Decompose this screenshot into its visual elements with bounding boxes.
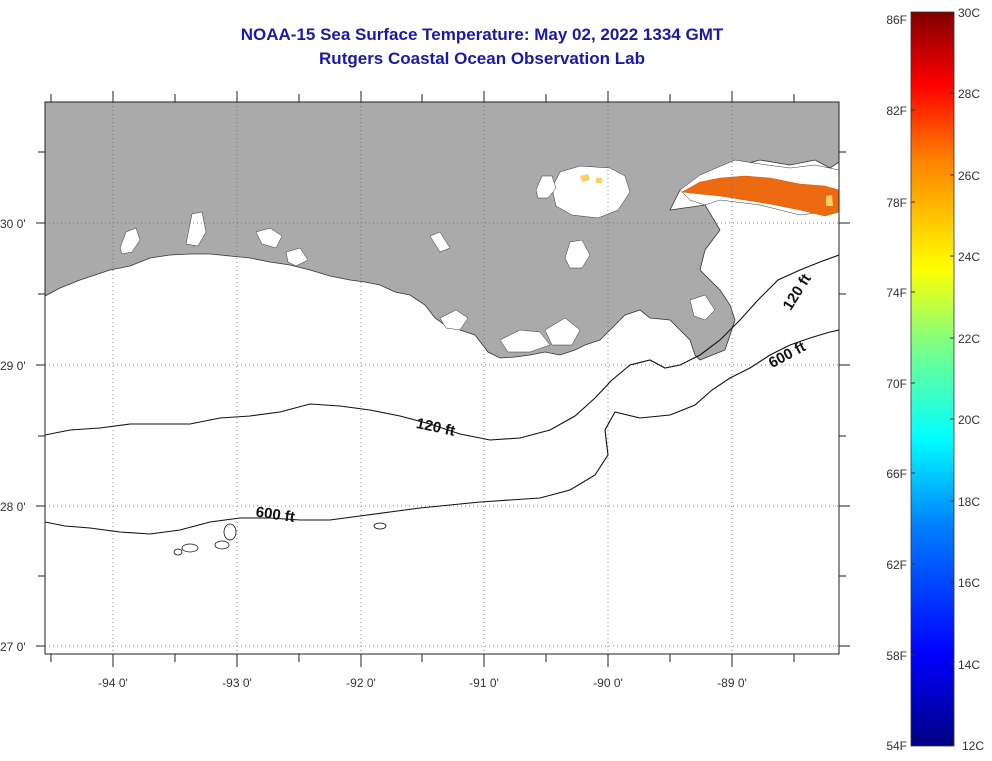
lon-label-93: -93 0' — [222, 676, 252, 690]
land-mass — [45, 102, 839, 361]
isobath-120ft — [45, 254, 839, 441]
cb-c-label-16: 16C — [958, 576, 980, 590]
lat-label-28: 28 0' — [0, 500, 26, 514]
contour-label-600-east: 600 ft — [766, 338, 809, 371]
cb-f-label-54: 54F — [886, 739, 907, 753]
cb-f-label-58: 58F — [886, 649, 907, 663]
cb-c-label-30: 30C — [958, 6, 980, 20]
graticule — [45, 102, 839, 654]
cb-c-label-22: 22C — [958, 332, 980, 346]
lat-label-27: 27 0' — [0, 640, 26, 654]
cb-c-label-26: 26C — [958, 169, 980, 183]
map-title: NOAA-15 Sea Surface Temperature: May 02,… — [240, 25, 724, 44]
cb-c-label-12: 12C — [962, 739, 984, 753]
cb-f-label-86: 86F — [886, 13, 907, 27]
sst-warm-patch — [681, 175, 839, 217]
lat-label-30: 30 0' — [0, 217, 26, 231]
map-frame — [44, 101, 840, 655]
contour-label-120-west: 120 ft — [415, 415, 457, 440]
cb-c-label-14: 14C — [958, 658, 980, 672]
cb-c-label-18: 18C — [958, 495, 980, 509]
lon-label-89: -89 0' — [717, 676, 747, 690]
cb-f-label-70: 70F — [886, 377, 907, 391]
map-subtitle: Rutgers Coastal Ocean Observation Lab — [319, 49, 645, 68]
cb-c-label-20: 20C — [958, 413, 980, 427]
lon-label-92: -92 0' — [346, 676, 376, 690]
lon-label-90: -90 0' — [593, 676, 623, 690]
cb-f-label-74: 74F — [886, 286, 907, 300]
lat-label-29: 29 0' — [0, 359, 26, 373]
cb-f-label-66: 66F — [886, 467, 907, 481]
contour-label-600-west: 600 ft — [255, 504, 296, 526]
isobath-600ft — [45, 329, 839, 535]
cb-c-label-28: 28C — [958, 87, 980, 101]
colorbar-ticks — [911, 92, 954, 665]
cb-c-label-24: 24C — [958, 250, 980, 264]
cb-f-label-62: 62F — [886, 558, 907, 572]
lon-label-91: -91 0' — [469, 676, 499, 690]
colorbar — [910, 11, 955, 747]
cb-f-label-82: 82F — [886, 104, 907, 118]
lon-label-94: -94 0' — [98, 676, 128, 690]
isobath-islands — [173, 522, 387, 556]
map-ticks — [36, 91, 850, 667]
cb-f-label-78: 78F — [886, 196, 907, 210]
